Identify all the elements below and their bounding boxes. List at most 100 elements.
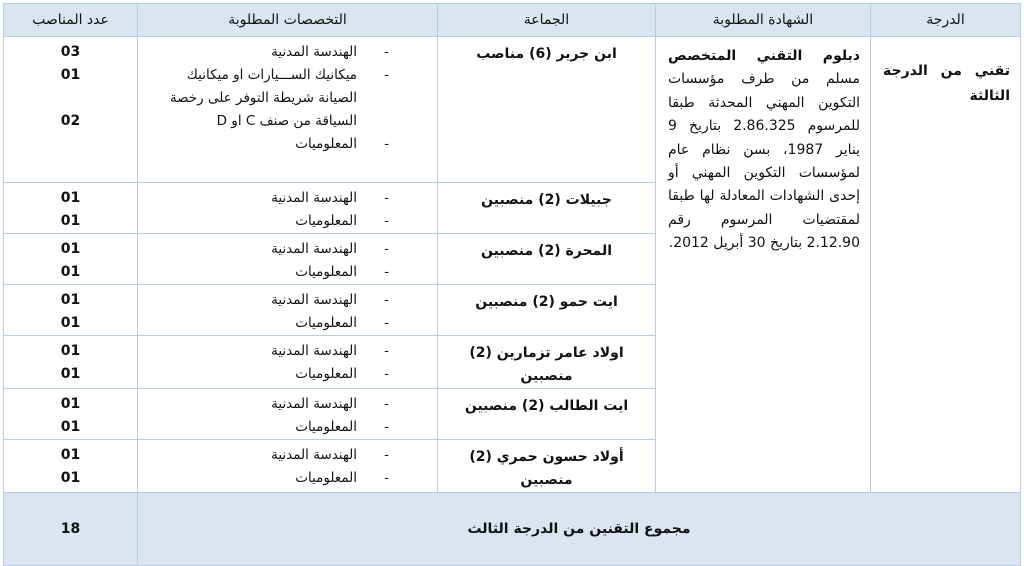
specialties-cell: - الهندسة المدنية - المعلوميات bbox=[137, 284, 438, 336]
position-count: 03 bbox=[60, 44, 81, 60]
dash-bullet: - bbox=[384, 343, 389, 359]
specialty-item: - المعلوميات bbox=[138, 210, 437, 233]
commune-cell: اولاد عامر تزمارين (2) منصبين bbox=[437, 335, 656, 389]
header-row: الدرجة الشهادة المطلوبة الجماعة التخصصات… bbox=[3, 3, 1021, 37]
position-count: 01 bbox=[60, 264, 81, 280]
specialty-label: المعلوميات bbox=[295, 315, 357, 331]
dash-bullet: - bbox=[384, 44, 389, 60]
specialty-item: - الهندسة المدنية bbox=[138, 289, 437, 312]
specialties-cell: - الهندسة المدنية - المعلوميات bbox=[137, 233, 438, 285]
total-row: مجموع التقنين من الدرجة الثالث 18 bbox=[3, 492, 1021, 566]
position-count: 01 bbox=[60, 366, 81, 382]
position-count: 01 bbox=[60, 419, 81, 435]
specialty-item: - الهندسة المدنية bbox=[138, 238, 437, 261]
position-count: 01 bbox=[60, 396, 81, 412]
total-value: 18 bbox=[3, 492, 138, 566]
dash-bullet: - bbox=[384, 447, 389, 463]
position-count: 01 bbox=[60, 292, 81, 308]
grade-cell: تقني من الدرجة الثالثة bbox=[870, 36, 1021, 493]
table-row: تقني من الدرجة الثالثة دبلوم التقني المتخ… bbox=[3, 36, 1021, 493]
position-count: 01 bbox=[60, 241, 81, 257]
specialties-cell: - الهندسة المدنية - المعلوميات bbox=[137, 182, 438, 234]
commune-cell: ايت حمو (2) منصبين bbox=[437, 284, 656, 336]
position-count: 01 bbox=[60, 213, 81, 229]
specialty-label: الهندسة المدنية bbox=[271, 447, 357, 463]
positions-cell: 01 01 bbox=[3, 388, 138, 440]
header-specialties: التخصصات المطلوبة bbox=[137, 3, 438, 37]
header-commune: الجماعة bbox=[437, 3, 656, 37]
specialty-label: الهندسة المدنية bbox=[271, 241, 357, 257]
specialty-label: الهندسة المدنية bbox=[271, 292, 357, 308]
specialty-item: - ميكانيك الســـيارات او ميكانيك الصيانة … bbox=[138, 64, 437, 133]
positions-cell: 01 01 bbox=[3, 182, 138, 234]
position-count: 02 bbox=[60, 113, 81, 129]
specialty-label: المعلوميات bbox=[295, 136, 357, 152]
specialties-cell: - الهندسة المدنية - ميكانيك الســـيارات او … bbox=[137, 36, 438, 183]
specialties-cell: - الهندسة المدنية - المعلوميات bbox=[137, 388, 438, 440]
table-row: اولاد عامر تزمارين (2) منصبين - الهندسة ال… bbox=[3, 335, 1021, 389]
table-row: ايت الطالب (2) منصبين - الهندسة المدنية - ال… bbox=[3, 388, 1021, 440]
specialty-item: - المعلوميات bbox=[138, 363, 437, 386]
specialty-label: الهندسة المدنية bbox=[271, 44, 357, 60]
commune-cell: جبيلات (2) منصبين bbox=[437, 182, 656, 234]
specialty-label: المعلوميات bbox=[295, 264, 357, 280]
positions-cell: 01 01 bbox=[3, 439, 138, 493]
specialty-item: - الهندسة المدنية bbox=[138, 187, 437, 210]
dash-bullet: - bbox=[384, 396, 389, 412]
specialties-cell: - الهندسة المدنية - المعلوميات bbox=[137, 439, 438, 493]
specialty-item: - الهندسة المدنية bbox=[138, 393, 437, 416]
specialty-item: - الهندسة المدنية bbox=[138, 444, 437, 467]
dash-bullet: - bbox=[384, 136, 389, 152]
dash-bullet: - bbox=[384, 213, 389, 229]
position-count: 01 bbox=[60, 447, 81, 463]
specialty-item: - الهندسة المدنية bbox=[138, 340, 437, 363]
dash-bullet: - bbox=[384, 292, 389, 308]
dash-bullet: - bbox=[384, 67, 389, 83]
position-count: 01 bbox=[60, 190, 81, 206]
positions-cell: 01 01 bbox=[3, 233, 138, 285]
commune-cell: أولاد حسون حمري (2) منصبين bbox=[437, 439, 656, 493]
positions-cell: 03 01 02 bbox=[3, 36, 138, 183]
specialty-item: - الهندسة المدنية bbox=[138, 41, 437, 64]
table-row: جبيلات (2) منصبين - الهندسة المدنية - المعلو… bbox=[3, 182, 1021, 234]
specialty-label: المعلوميات bbox=[295, 419, 357, 435]
specialty-item: - المعلوميات bbox=[138, 312, 437, 335]
diploma-title: دبلوم التقني المتخصص bbox=[668, 48, 860, 64]
dash-bullet: - bbox=[384, 264, 389, 280]
specialty-label: المعلوميات bbox=[295, 470, 357, 486]
specialty-label: ميكانيك الســـيارات او ميكانيك الصيانة ش… bbox=[169, 67, 357, 129]
position-count: 01 bbox=[60, 315, 81, 331]
dash-bullet: - bbox=[384, 315, 389, 331]
diploma-cell: دبلوم التقني المتخصص مسلم من طرف مؤسسات … bbox=[655, 36, 871, 493]
positions-table: الدرجة الشهادة المطلوبة الجماعة التخصصات… bbox=[3, 3, 1021, 566]
dash-bullet: - bbox=[384, 241, 389, 257]
specialty-item: - المعلوميات bbox=[138, 467, 437, 490]
total-label: مجموع التقنين من الدرجة الثالث bbox=[137, 492, 1021, 566]
specialty-label: الهندسة المدنية bbox=[271, 396, 357, 412]
header-diploma: الشهادة المطلوبة bbox=[655, 3, 871, 37]
commune-cell: ايت الطالب (2) منصبين bbox=[437, 388, 656, 440]
specialty-item: - المعلوميات bbox=[138, 416, 437, 439]
dash-bullet: - bbox=[384, 366, 389, 382]
specialty-label: الهندسة المدنية bbox=[271, 343, 357, 359]
table-row: المحرة (2) منصبين - الهندسة المدنية - المعلو… bbox=[3, 233, 1021, 285]
specialty-item: - المعلوميات bbox=[138, 261, 437, 284]
commune-cell: المحرة (2) منصبين bbox=[437, 233, 656, 285]
specialty-label: الهندسة المدنية bbox=[271, 190, 357, 206]
dash-bullet: - bbox=[384, 190, 389, 206]
dash-bullet: - bbox=[384, 419, 389, 435]
commune-cell: ابن جرير (6) مناصب bbox=[437, 36, 656, 183]
header-positions: عدد المناصب bbox=[3, 3, 138, 37]
positions-cell: 01 01 bbox=[3, 335, 138, 389]
position-count: 01 bbox=[60, 67, 81, 83]
specialties-cell: - الهندسة المدنية - المعلوميات bbox=[137, 335, 438, 389]
position-count: 01 bbox=[60, 470, 81, 486]
positions-cell: 01 01 bbox=[3, 284, 138, 336]
specialty-item: - المعلوميات bbox=[138, 133, 437, 156]
table-row: ايت حمو (2) منصبين - الهندسة المدنية - المعل… bbox=[3, 284, 1021, 336]
position-count: 01 bbox=[60, 343, 81, 359]
header-grade: الدرجة bbox=[870, 3, 1021, 37]
diploma-text: مسلم من طرف مؤسسات التكوين المهني المحدث… bbox=[668, 71, 860, 252]
specialty-label: المعلوميات bbox=[295, 213, 357, 229]
dash-bullet: - bbox=[384, 470, 389, 486]
